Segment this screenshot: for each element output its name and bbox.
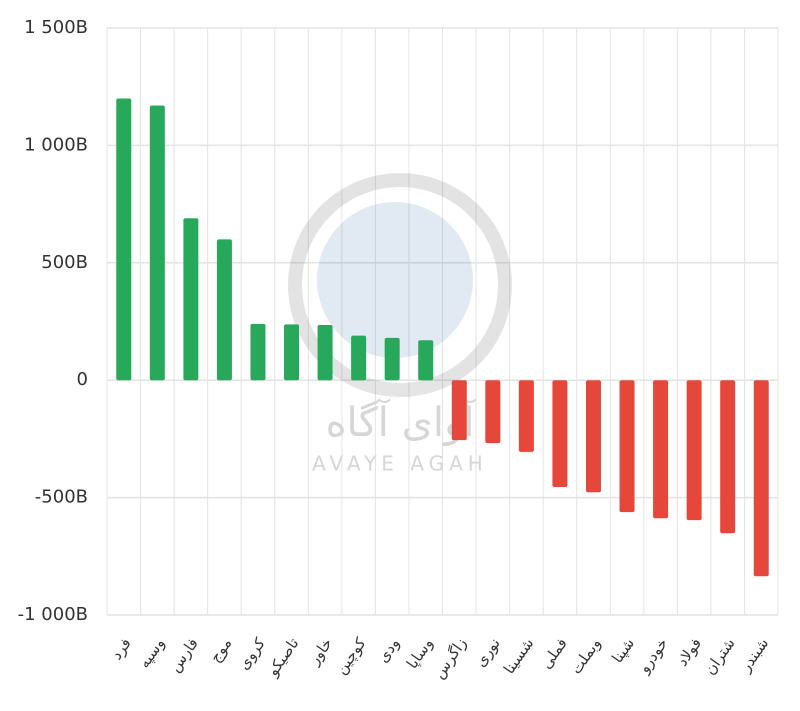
x-tick-label: فملی — [537, 635, 571, 673]
x-tick-label: شبندر — [736, 635, 772, 676]
bar — [653, 380, 669, 519]
y-tick-label: 0 — [77, 369, 88, 390]
bar — [552, 380, 568, 488]
bar — [686, 380, 702, 521]
y-tick-label: 1 500B — [24, 17, 88, 38]
x-tick-label: موج — [206, 635, 236, 667]
y-tick-label: 500B — [41, 252, 88, 273]
bar — [384, 337, 400, 381]
bar — [317, 325, 333, 381]
bar — [753, 380, 769, 577]
watermark-ring — [288, 173, 512, 397]
bar — [485, 380, 501, 444]
x-tick-label: شتران — [701, 635, 739, 679]
x-tick-label: شپنا — [608, 635, 639, 667]
bar — [619, 380, 635, 513]
x-tick-label: تاصیکو — [263, 635, 302, 681]
watermark — [288, 173, 512, 397]
bar — [250, 323, 266, 381]
x-tick-label: فارس — [166, 635, 202, 676]
x-tick-label: خاور — [304, 635, 336, 669]
bar — [518, 380, 534, 452]
watermark-text: آوای آگاه — [326, 398, 477, 446]
bar — [720, 380, 736, 534]
x-tick-label: کوچین — [332, 634, 370, 678]
x-tick-label: شسینا — [500, 635, 537, 678]
bar — [451, 380, 467, 441]
bar — [216, 239, 232, 381]
y-tick-label: -500B — [35, 487, 88, 508]
bar — [284, 324, 300, 381]
x-tick-label: خودرو — [634, 635, 671, 677]
watermark-disc — [317, 202, 473, 358]
bar — [585, 380, 601, 493]
x-tick-label: ودی — [374, 635, 403, 666]
y-tick-label: -1 000B — [18, 604, 88, 625]
x-tick-label: زاگرس — [430, 635, 471, 682]
bar — [116, 98, 132, 381]
bar — [351, 335, 367, 381]
x-tick-label: وبملت — [567, 635, 605, 678]
y-tick-label: 1 000B — [24, 134, 88, 155]
bar — [418, 340, 434, 381]
x-tick-label: فرد — [107, 635, 134, 663]
x-tick-label: نوری — [471, 635, 503, 671]
bar — [183, 218, 199, 381]
x-tick-label: فولاد — [673, 635, 705, 670]
watermark-text: AVAYE AGAH — [312, 452, 488, 476]
x-tick-label: وسپه — [135, 635, 169, 672]
bar — [149, 105, 165, 381]
